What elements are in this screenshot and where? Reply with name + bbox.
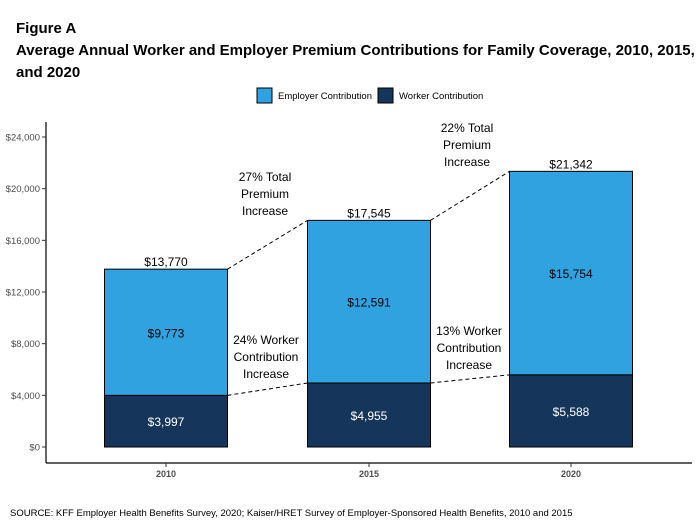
annotation-text: 13% Worker xyxy=(436,324,502,338)
annotation-text: 22% Total xyxy=(441,121,493,135)
annotation-text: Premium xyxy=(443,138,491,152)
annotation-text: Contribution xyxy=(437,341,502,355)
total-increase-connector xyxy=(227,219,308,270)
worker-value-label: $4,955 xyxy=(351,409,388,423)
legend-label-employer: Employer Contribution xyxy=(278,91,372,102)
total-value-label: $13,770 xyxy=(144,255,188,269)
annotation-text: Increase xyxy=(242,204,288,218)
chart-title: Average Annual Worker and Employer Premi… xyxy=(16,42,695,81)
annotation-text: Increase xyxy=(446,358,492,372)
annotation-text: 24% Worker xyxy=(233,333,299,347)
bar-worker xyxy=(307,382,431,448)
worker-value-label: $5,588 xyxy=(553,405,590,419)
legend-swatch-worker xyxy=(377,87,394,104)
y-tick-label: $24,000 xyxy=(6,133,40,144)
y-tick-label: $4,000 xyxy=(11,391,40,402)
total-value-label: $21,342 xyxy=(549,157,593,171)
x-tick-label: 2010 xyxy=(156,469,176,479)
annotation-text: Increase xyxy=(444,155,490,169)
legend-swatch-employer xyxy=(256,87,273,104)
worker-increase-connector xyxy=(227,382,308,396)
y-tick-label: $12,000 xyxy=(6,288,40,299)
y-tick-label: $20,000 xyxy=(6,184,40,195)
bar-worker xyxy=(104,394,228,448)
y-tick-label: $0 xyxy=(29,443,40,454)
annotation-text: 27% Total xyxy=(239,170,291,184)
legend-label-worker: Worker Contribution xyxy=(399,91,483,102)
figure-label: Figure A xyxy=(16,20,77,37)
y-tick-label: $16,000 xyxy=(6,236,40,247)
bar-employer xyxy=(307,219,431,384)
bar-worker xyxy=(509,374,633,448)
employer-value-label: $9,773 xyxy=(148,326,185,340)
worker-increase-connector xyxy=(430,374,510,384)
x-tick-label: 2020 xyxy=(561,469,581,479)
worker-value-label: $3,997 xyxy=(148,415,185,429)
bar-employer xyxy=(104,268,228,396)
total-value-label: $17,545 xyxy=(347,206,391,220)
x-tick-label: 2015 xyxy=(359,469,379,479)
employer-value-label: $12,591 xyxy=(347,296,391,310)
annotation-text: Increase xyxy=(243,367,289,381)
employer-value-label: $15,754 xyxy=(549,267,593,281)
bar-employer xyxy=(509,170,633,376)
annotation-text: Premium xyxy=(241,187,289,201)
source-note: SOURCE: KFF Employer Health Benefits Sur… xyxy=(10,508,573,519)
total-increase-connector xyxy=(430,170,510,221)
y-tick-label: $8,000 xyxy=(11,339,40,350)
annotation-text: Contribution xyxy=(234,350,299,364)
